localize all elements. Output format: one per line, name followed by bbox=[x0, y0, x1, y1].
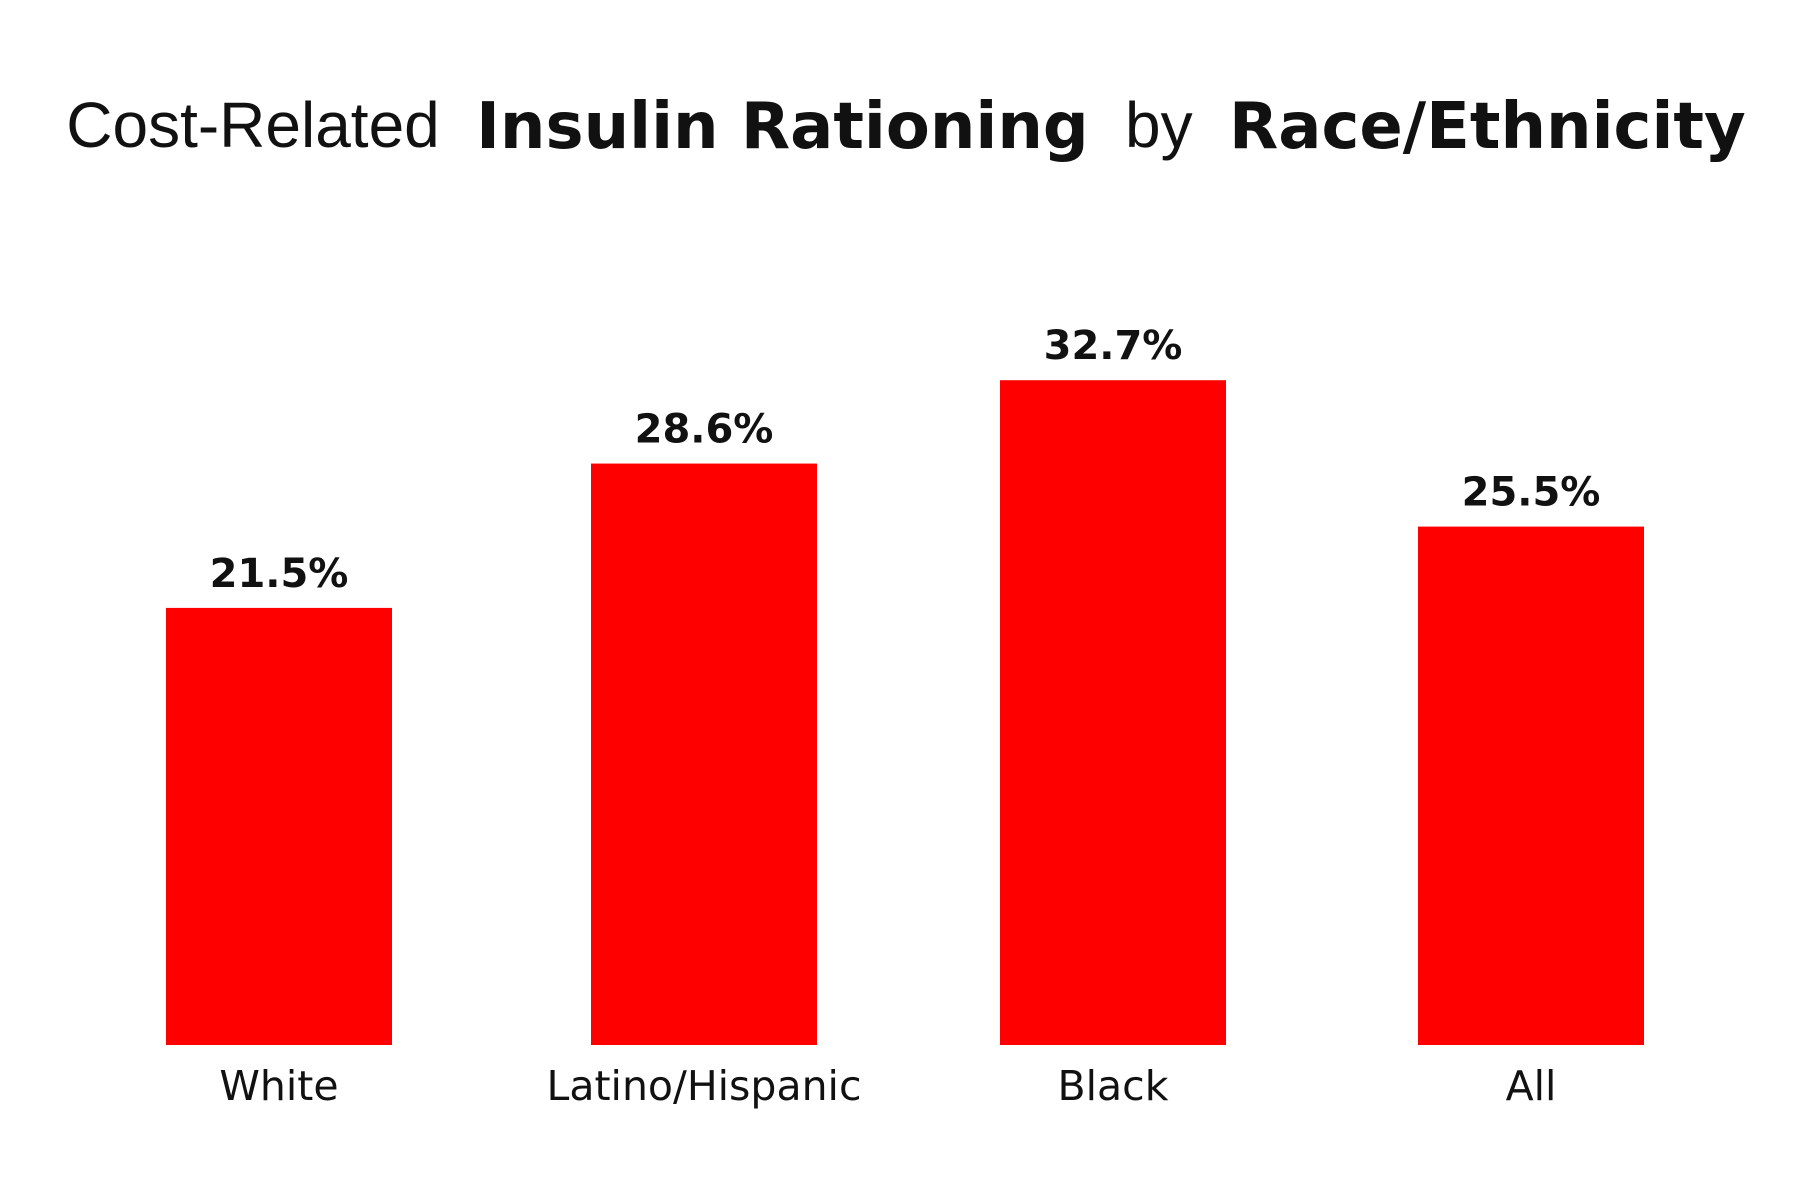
title-part: Race/Ethnicity bbox=[1229, 90, 1746, 164]
chart-title: Cost-Related Insulin Rationing by Race/E… bbox=[66, 89, 1745, 164]
value-label: 32.7% bbox=[1044, 323, 1183, 369]
value-label: 21.5% bbox=[210, 551, 349, 597]
title-part: Cost-Related bbox=[66, 89, 440, 161]
bar bbox=[166, 607, 392, 1045]
title-part: by bbox=[1125, 89, 1193, 161]
bar bbox=[1000, 380, 1226, 1046]
x-tick-label: Black bbox=[1058, 1062, 1169, 1110]
x-tick-label: All bbox=[1506, 1062, 1557, 1110]
bar bbox=[591, 463, 817, 1045]
bar bbox=[1418, 526, 1644, 1045]
x-tick-label: Latino/Hispanic bbox=[547, 1062, 862, 1110]
value-label: 25.5% bbox=[1462, 470, 1601, 516]
title-part: Insulin Rationing bbox=[476, 90, 1089, 164]
x-tick-label: White bbox=[219, 1062, 338, 1110]
value-label: 28.6% bbox=[635, 407, 774, 453]
